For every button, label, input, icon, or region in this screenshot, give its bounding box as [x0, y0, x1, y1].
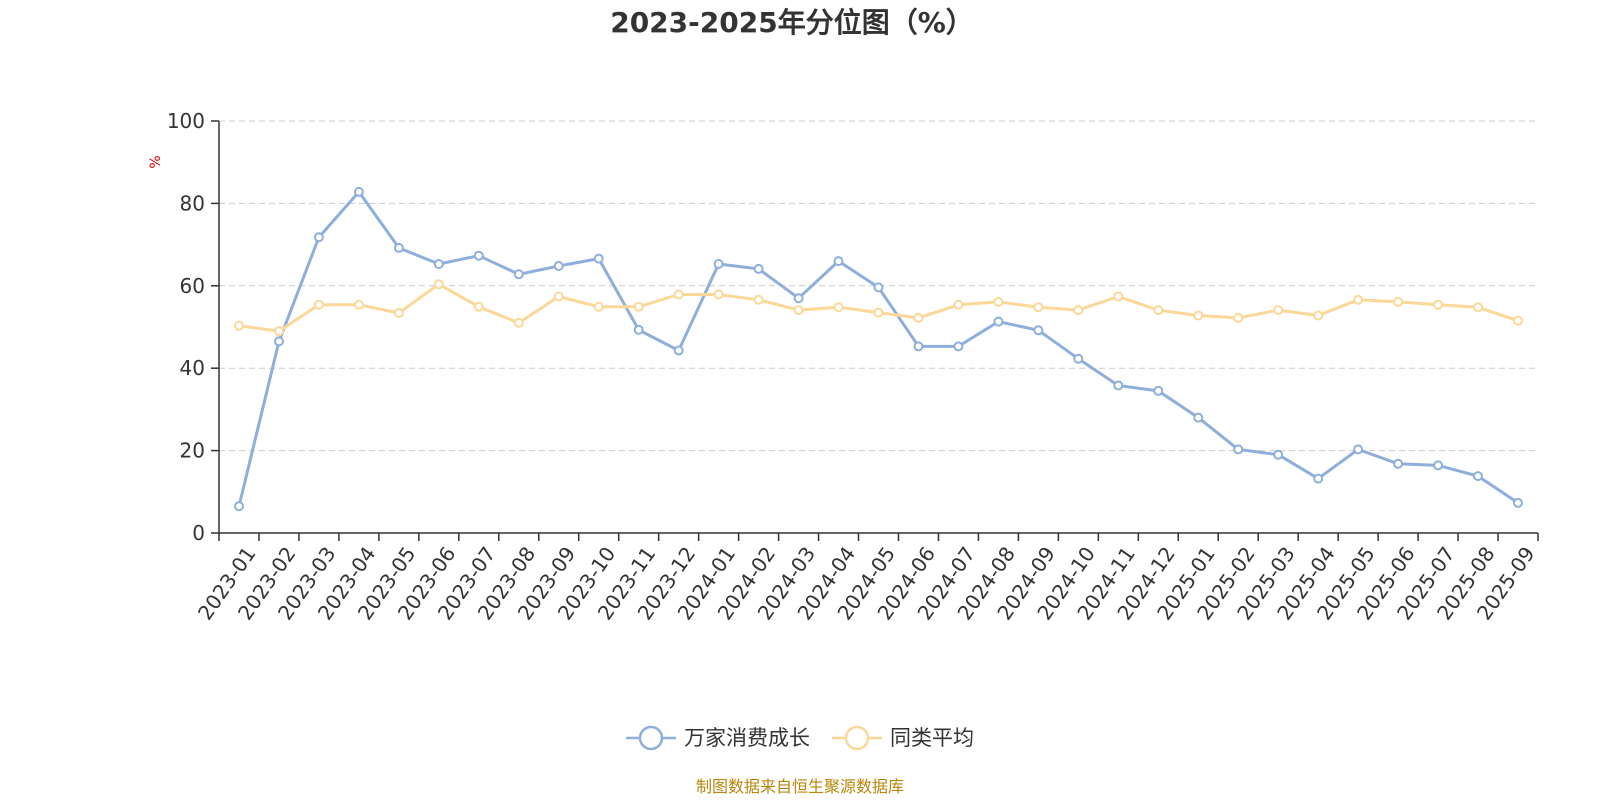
data-point[interactable]: [673, 289, 684, 300]
y-tick-label: 100: [167, 109, 205, 133]
y-tick-label: 80: [180, 191, 205, 215]
series-0: [234, 186, 1523, 512]
data-point[interactable]: [1153, 385, 1164, 396]
data-point[interactable]: [473, 301, 484, 312]
legend-circle-icon: [844, 725, 870, 751]
data-point[interactable]: [1233, 444, 1244, 455]
data-point[interactable]: [593, 253, 604, 264]
data-point[interactable]: [633, 301, 644, 312]
data-point[interactable]: [793, 293, 804, 304]
data-point[interactable]: [1153, 305, 1164, 316]
data-point[interactable]: [753, 263, 764, 274]
source-note: 制图数据来自恒生聚源数据库: [696, 777, 904, 796]
legend: 万家消费成长 同类平均: [626, 725, 974, 751]
data-point[interactable]: [1073, 305, 1084, 316]
data-point[interactable]: [833, 256, 844, 267]
y-tick-label: 40: [180, 356, 205, 380]
y-tick-label: 20: [180, 439, 205, 463]
data-point[interactable]: [713, 259, 724, 269]
data-point[interactable]: [1193, 310, 1204, 321]
data-point[interactable]: [353, 186, 364, 197]
data-point[interactable]: [1433, 299, 1444, 310]
data-point[interactable]: [274, 326, 284, 337]
data-point[interactable]: [553, 261, 564, 271]
data-point[interactable]: [673, 345, 684, 356]
data-point[interactable]: [713, 289, 724, 300]
data-point[interactable]: [793, 305, 804, 316]
data-point[interactable]: [1513, 497, 1523, 508]
legend-item[interactable]: 万家消费成长: [626, 725, 810, 751]
data-point[interactable]: [313, 232, 324, 243]
data-point[interactable]: [393, 242, 404, 253]
chart-title: 2023-2025年分位图（%）: [610, 6, 974, 39]
data-point[interactable]: [913, 312, 924, 323]
data-point[interactable]: [1393, 458, 1404, 469]
data-point[interactable]: [1273, 449, 1284, 460]
data-point[interactable]: [1073, 353, 1084, 364]
data-point[interactable]: [353, 299, 364, 310]
y-axis-unit-label: %: [148, 155, 164, 168]
data-point[interactable]: [1113, 380, 1124, 391]
data-point[interactable]: [1273, 305, 1284, 316]
data-point[interactable]: [1033, 302, 1044, 313]
data-point[interactable]: [953, 341, 964, 352]
data-point[interactable]: [234, 501, 244, 512]
data-point[interactable]: [953, 299, 964, 310]
legend-circle-icon: [638, 725, 664, 751]
data-point[interactable]: [1473, 471, 1483, 482]
series-1: [234, 279, 1523, 337]
data-point[interactable]: [993, 296, 1004, 307]
legend-label: 万家消费成长: [684, 726, 810, 750]
data-point[interactable]: [313, 299, 324, 310]
series-lines: [234, 186, 1523, 512]
data-point[interactable]: [873, 282, 884, 293]
y-tick-label: 60: [180, 274, 205, 298]
data-point[interactable]: [1033, 325, 1044, 336]
data-point[interactable]: [1433, 460, 1444, 471]
data-point[interactable]: [1313, 473, 1324, 484]
data-point[interactable]: [1513, 315, 1523, 326]
data-point[interactable]: [1113, 291, 1124, 302]
data-point[interactable]: [913, 341, 924, 352]
y-tick-label: 0: [192, 521, 205, 545]
data-point[interactable]: [1353, 444, 1364, 455]
data-point[interactable]: [633, 324, 644, 335]
data-point[interactable]: [473, 250, 484, 261]
data-point[interactable]: [274, 336, 284, 347]
data-point[interactable]: [873, 307, 884, 318]
data-point[interactable]: [553, 291, 564, 302]
data-point[interactable]: [433, 259, 444, 269]
legend-item[interactable]: 同类平均: [832, 725, 974, 751]
data-point[interactable]: [993, 316, 1004, 327]
data-point[interactable]: [234, 320, 244, 331]
data-point[interactable]: [1233, 312, 1244, 323]
data-point[interactable]: [1313, 310, 1324, 321]
data-point[interactable]: [1353, 294, 1364, 305]
data-point[interactable]: [1193, 412, 1204, 423]
data-point[interactable]: [593, 301, 604, 312]
data-point[interactable]: [393, 308, 404, 318]
data-point[interactable]: [433, 279, 444, 290]
legend-label: 同类平均: [890, 726, 974, 750]
data-point[interactable]: [513, 269, 524, 280]
data-point[interactable]: [1393, 296, 1404, 307]
data-point[interactable]: [1473, 302, 1483, 313]
data-point[interactable]: [833, 302, 844, 313]
data-point[interactable]: [753, 294, 764, 305]
data-point[interactable]: [513, 317, 524, 328]
axes: 0204060801002023-012023-022023-032023-04…: [167, 109, 1540, 624]
series-line: [237, 190, 1520, 508]
